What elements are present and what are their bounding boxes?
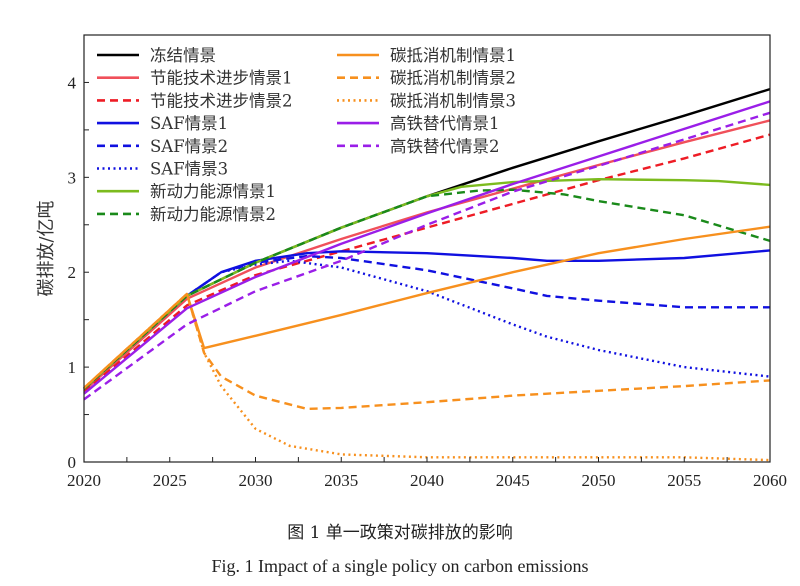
x-tick-label: 2030 — [239, 471, 273, 490]
y-axis-label: 碳排放/亿吨 — [36, 200, 57, 296]
series-line-11 — [83, 292, 771, 462]
legend-label-2: 节能技术进步情景1 — [150, 69, 293, 88]
x-tick-label: 2025 — [153, 471, 187, 490]
y-tick-label: 3 — [68, 168, 77, 187]
series-line-12 — [83, 100, 771, 395]
series-line-5 — [83, 254, 770, 390]
legend-label-1: 冻结情景 — [150, 46, 216, 65]
legend-label-5: SAF情景2 — [150, 137, 228, 156]
y-tick-label: 4 — [68, 73, 77, 92]
series-line-3 — [83, 133, 771, 393]
caption-chinese: 图 1 单一政策对碳排放的影响 — [287, 523, 513, 543]
legend-label-8: 新动力能源情景2 — [150, 205, 276, 224]
legend-label-4: SAF情景1 — [150, 114, 228, 133]
series-line-10 — [83, 292, 771, 411]
x-tick-label: 2040 — [410, 471, 444, 490]
legend-label-9: 碳抵消机制情景1 — [390, 46, 516, 65]
y-tick-label: 2 — [68, 263, 77, 282]
caption-english: Fig. 1 Impact of a single policy on carb… — [211, 556, 589, 576]
legend-label-3: 节能技术进步情景2 — [150, 91, 293, 110]
x-tick-label: 2045 — [496, 471, 530, 490]
legend-label-7: 新动力能源情景1 — [150, 182, 276, 201]
x-tick-label: 2035 — [324, 471, 358, 490]
emissions-line-chart: 2020 2025 2030 2035 2040 2045 2050 2055 2060 0 1 2 3… — [36, 34, 787, 490]
series-line-4 — [83, 249, 771, 390]
y-tick-label: 0 — [68, 453, 77, 472]
series-line-6 — [83, 259, 771, 390]
legend-label-12: 高铁替代情景1 — [390, 114, 500, 133]
series-line-13 — [83, 111, 771, 401]
legend-label-10: 碳抵消机制情景2 — [390, 69, 516, 88]
legend-label-11: 碳抵消机制情景3 — [390, 91, 516, 110]
y-tick-label: 1 — [68, 358, 77, 377]
x-tick-label: 2055 — [667, 471, 701, 490]
legend-label-6: SAF情景3 — [150, 160, 228, 179]
legend-label-13: 高铁替代情景2 — [390, 137, 500, 156]
x-tick-label: 2020 — [67, 471, 101, 490]
x-tick-label: 2050 — [582, 471, 616, 490]
series-line-8 — [83, 188, 771, 390]
x-tick-label: 2060 — [753, 471, 787, 490]
